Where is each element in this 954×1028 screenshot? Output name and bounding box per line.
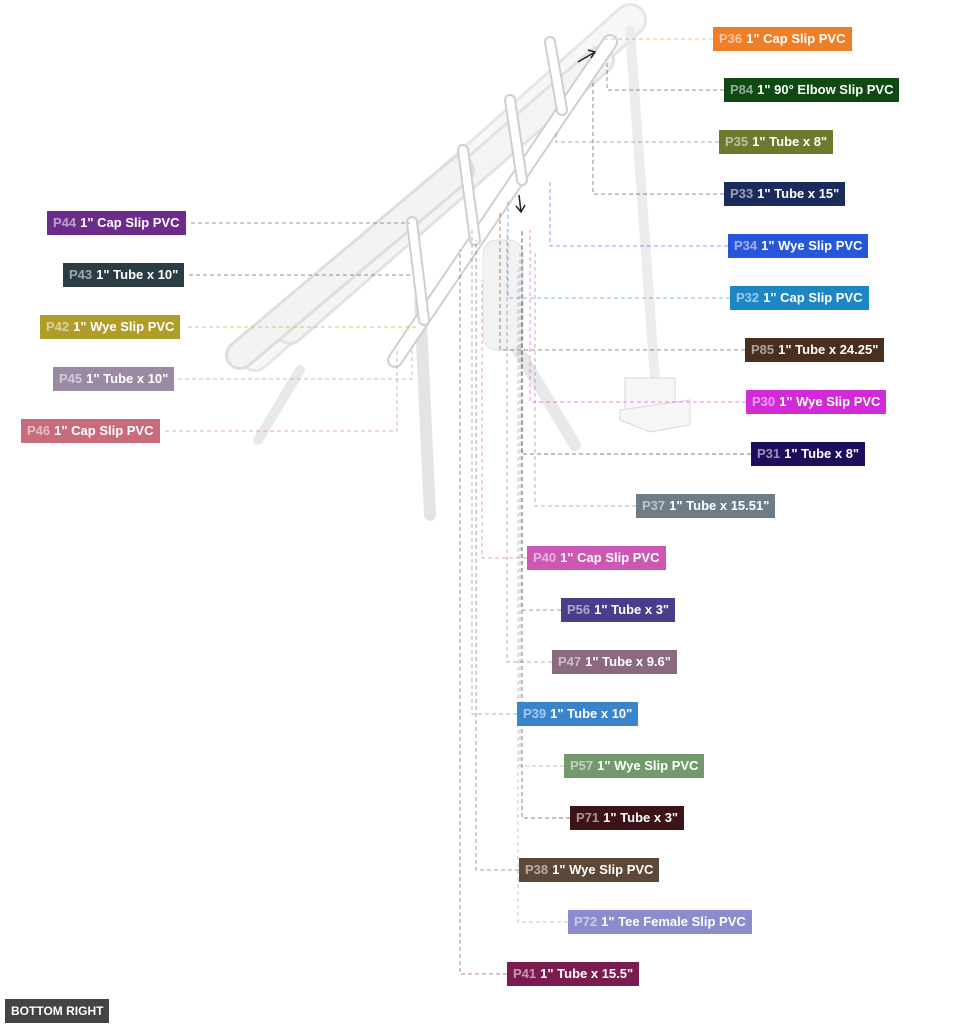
leader-line	[506, 230, 552, 663]
part-label: P71 1" Tube x 3"	[570, 806, 685, 830]
leader-line	[165, 349, 398, 432]
part-label: P35 1" Tube x 8"	[719, 130, 834, 154]
part-label: P43 1" Tube x 10"	[63, 263, 185, 287]
view-badge[interactable]: BOTTOM RIGHT	[5, 999, 110, 1023]
part-label: P72 1" Tee Female Slip PVC	[568, 910, 752, 934]
part-label: P31 1" Tube x 8"	[751, 442, 866, 466]
part-label: P41 1" Tube x 15.5"	[507, 962, 640, 986]
part-label: P46 1" Cap Slip PVC	[21, 419, 160, 443]
leader-line	[459, 250, 507, 975]
leader-line	[475, 240, 519, 871]
leader-line	[549, 180, 728, 247]
part-label: P56 1" Tube x 3"	[561, 598, 676, 622]
part-label: P47 1" Tube x 9.6"	[552, 650, 677, 674]
leader-line	[534, 250, 636, 507]
leader-line	[499, 210, 745, 351]
leader-line	[606, 60, 724, 91]
leader-line	[507, 200, 730, 299]
leader-line	[592, 80, 724, 195]
part-label: P85 1" Tube x 24.25"	[745, 338, 885, 362]
part-label: P57 1" Wye Slip PVC	[564, 754, 705, 778]
part-label: P38 1" Wye Slip PVC	[519, 858, 660, 882]
part-label: P34 1" Wye Slip PVC	[728, 234, 869, 258]
part-label: P32 1" Cap Slip PVC	[730, 286, 869, 310]
part-label: P39 1" Tube x 10"	[517, 702, 639, 726]
leader-line	[555, 130, 719, 143]
leader-line	[481, 280, 527, 559]
leader-line	[517, 270, 568, 923]
leader-line	[178, 349, 413, 380]
part-label: P45 1" Tube x 10"	[53, 367, 175, 391]
part-label: P30 1" Wye Slip PVC	[746, 390, 887, 414]
part-label: P40 1" Cap Slip PVC	[527, 546, 666, 570]
leader-line	[521, 230, 751, 455]
leader-line	[519, 250, 564, 767]
leader-line	[529, 230, 746, 403]
part-label: P36 1" Cap Slip PVC	[713, 27, 852, 51]
leader-line	[521, 300, 570, 819]
part-label: P84 1" 90° Elbow Slip PVC	[724, 78, 900, 102]
leader-line	[471, 230, 517, 715]
part-label: P33 1" Tube x 15"	[724, 182, 846, 206]
part-label: P44 1" Cap Slip PVC	[47, 211, 186, 235]
part-label: P42 1" Wye Slip PVC	[40, 315, 181, 339]
part-label: P37 1" Tube x 15.51"	[636, 494, 776, 518]
